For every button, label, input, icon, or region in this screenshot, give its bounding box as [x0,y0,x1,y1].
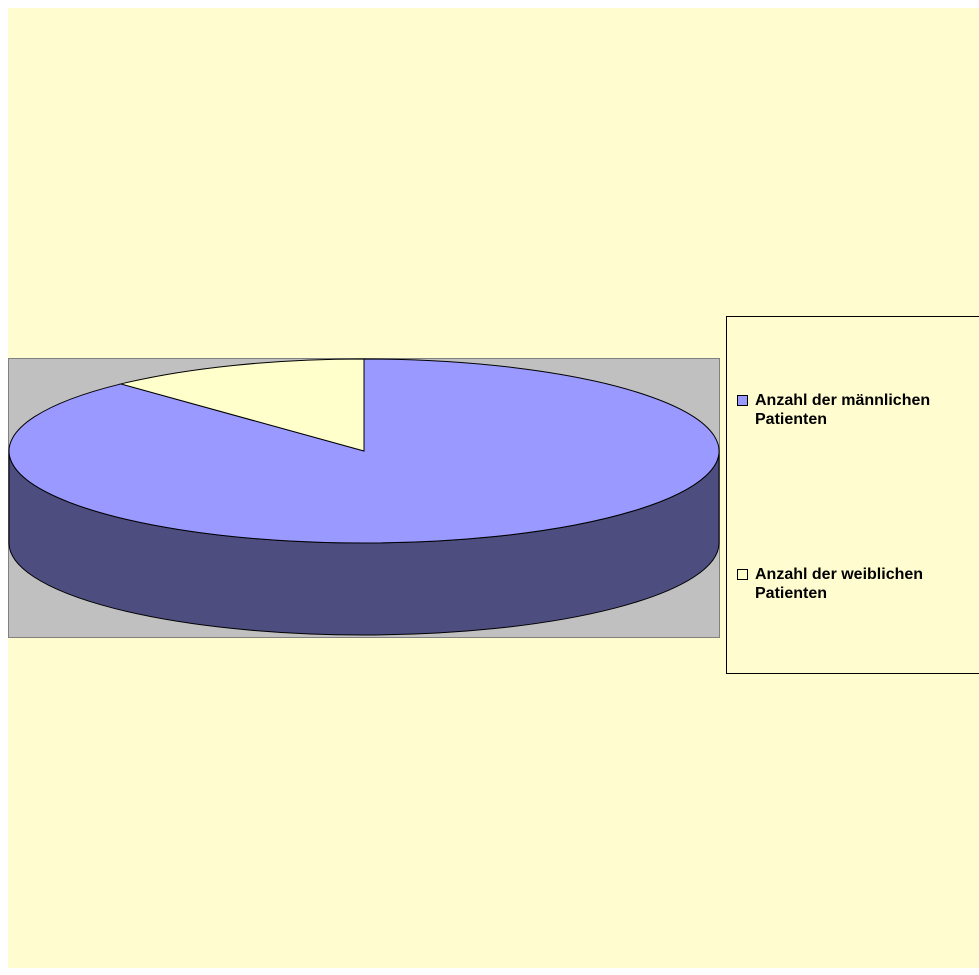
legend-item-male: Anzahl der männlichen Patienten [737,391,965,429]
legend: Anzahl der männlichen Patienten Anzahl d… [726,316,979,674]
legend-item-female: Anzahl der weiblichen Patienten [737,565,965,603]
pie-slice-1 [118,358,365,452]
legend-swatch-male [737,395,748,406]
legend-label-female: Anzahl der weiblichen Patienten [755,566,924,602]
chart-area: Anzahl der männlichen Patienten Anzahl d… [8,8,979,968]
legend-label-male: Anzahl der männlichen Patienten [755,392,931,428]
pie-chart [8,358,720,636]
legend-swatch-female [737,569,748,580]
